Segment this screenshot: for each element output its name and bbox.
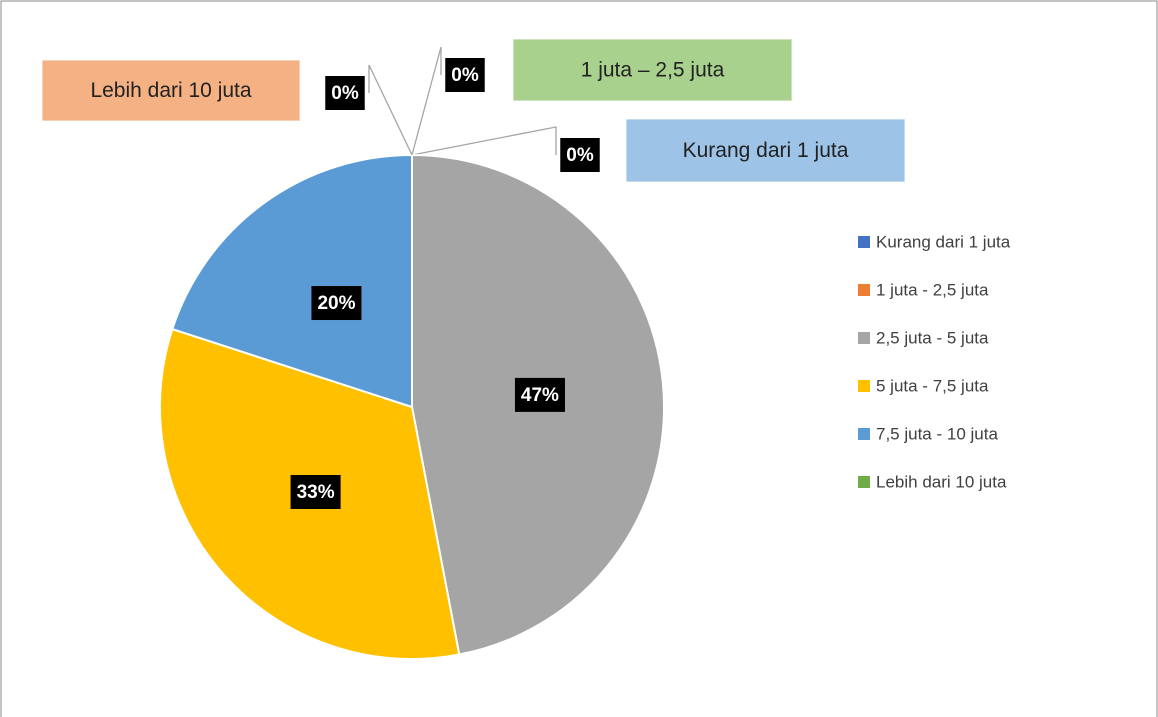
annotation: Kurang dari 1 juta (683, 139, 849, 162)
legend-label: 5 juta - 7,5 juta (876, 376, 989, 395)
legend-label: 1 juta - 2,5 juta (876, 280, 989, 299)
value-label-group: 0% (445, 58, 485, 92)
value-label-group: 33% (290, 474, 341, 509)
leader-line (411, 46, 442, 156)
legend-swatch (858, 332, 870, 344)
legend-swatch (858, 476, 870, 488)
legend-swatch (858, 236, 870, 248)
annotation-box (513, 39, 792, 101)
value-label-box (325, 76, 365, 110)
legend-swatch (858, 284, 870, 296)
value-label: 0% (451, 65, 479, 86)
legend-label: Lebih dari 10 juta (876, 472, 1007, 491)
value-label: 20% (317, 293, 355, 314)
value-label: 47% (521, 385, 559, 406)
value-label-box (445, 58, 485, 92)
value-label-box (311, 286, 362, 321)
annotation-box (42, 60, 300, 121)
value-label-group: 47% (514, 377, 565, 412)
value-label: 0% (566, 145, 594, 166)
annotation: Lebih dari 10 juta (90, 79, 251, 102)
value-label-group: 0% (325, 76, 365, 110)
legend-swatch (858, 380, 870, 392)
legend-label: 7,5 juta - 10 juta (876, 424, 998, 443)
value-label-group: 20% (311, 286, 362, 321)
legend-swatch (858, 428, 870, 440)
pie-slice (171, 153, 413, 409)
legend-label: Kurang dari 1 juta (876, 232, 1011, 251)
annotation: 1 juta – 2,5 juta (581, 59, 725, 82)
legend-label: 2,5 juta - 5 juta (876, 328, 989, 347)
value-label: 0% (331, 83, 359, 104)
annotation-box (626, 119, 905, 182)
value-label-group: 0% (560, 138, 600, 172)
value-label: 33% (297, 482, 335, 503)
leader-line (411, 126, 557, 156)
value-label-box (514, 377, 565, 412)
value-label-box (560, 138, 600, 172)
value-label-box (290, 474, 341, 509)
leader-line (368, 64, 413, 156)
